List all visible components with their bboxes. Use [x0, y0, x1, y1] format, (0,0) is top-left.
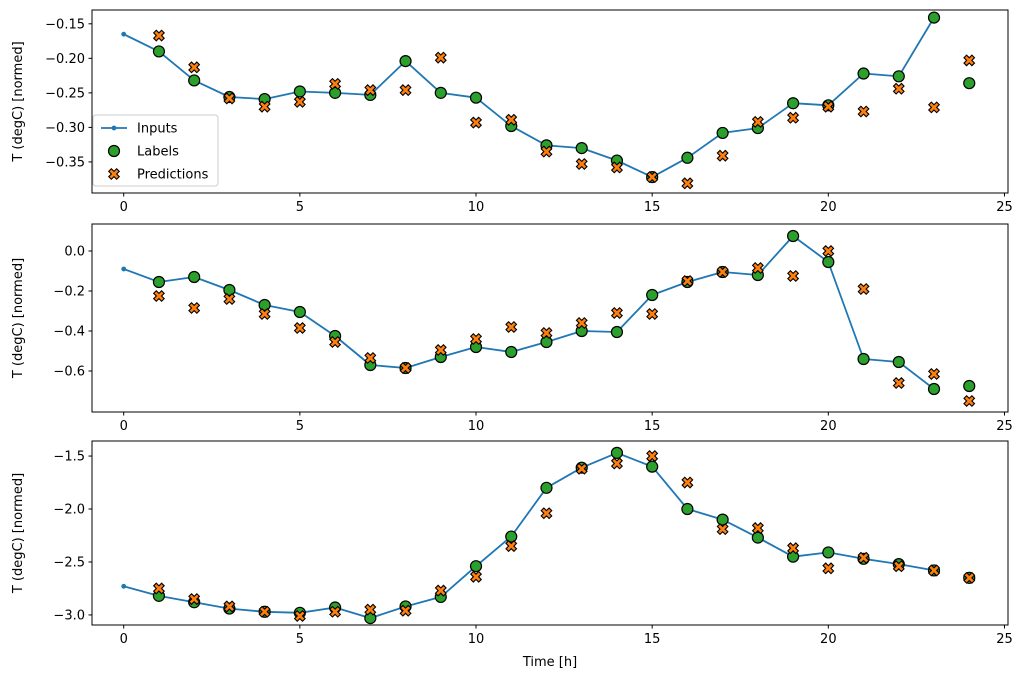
y-tick-label: −0.25	[45, 86, 85, 101]
labels-markers	[152, 11, 976, 184]
x-tick-label: 10	[468, 200, 485, 215]
x-tick-label: 20	[820, 632, 837, 647]
x-tick-label: 5	[296, 632, 304, 647]
axes-spines	[91, 9, 1009, 194]
legend-label-inputs: Inputs	[137, 122, 178, 137]
y-tick-label: −0.2	[53, 285, 85, 300]
y-axis: 0.0 −0.2 −0.4 −0.6	[53, 245, 92, 380]
x-tick-label: 0	[120, 632, 128, 647]
x-tick-label: 10	[468, 419, 485, 434]
inputs-path	[123, 235, 935, 390]
labels-markers	[152, 229, 976, 396]
x-tick-label: 15	[644, 200, 661, 215]
x-tick-label: 25	[996, 632, 1013, 647]
y-tick-label: −1.5	[53, 450, 85, 465]
labels-markers	[152, 446, 976, 625]
y-tick-label: −3.0	[53, 608, 85, 623]
x-tick-label: 5	[296, 200, 304, 215]
y-tick-label: −0.30	[45, 121, 85, 136]
axes-spines	[91, 223, 1009, 413]
legend-marker-labels	[107, 144, 121, 158]
legend-label-predictions: Predictions	[137, 168, 209, 183]
input-dot	[121, 31, 127, 37]
subplot-1: 0 5 10 15 20 25 −0.15 −0.20 −0.25 −0.30 −0.35 T (de…	[11, 9, 1013, 215]
y-axis-label: T (degC) [normed]	[11, 258, 26, 379]
x-tick-label: 25	[996, 200, 1013, 215]
legend-box	[92, 114, 219, 187]
x-tick-label: 0	[120, 419, 128, 434]
inputs-path	[123, 17, 935, 179]
predictions-markers	[152, 449, 976, 623]
legend: Inputs Labels Predictions	[92, 114, 219, 187]
y-axis: −1.5 −2.0 −2.5 −3.0	[53, 450, 92, 623]
y-tick-label: −0.35	[45, 155, 85, 170]
x-tick-label: 20	[820, 419, 837, 434]
x-axis: 0 5 10 15 20 25	[120, 193, 1013, 215]
subplot-2: 0 5 10 15 20 25 0.0 −0.2 −0.4 −0.6 T (degC) [norme…	[11, 223, 1013, 434]
x-axis: 0 5 10 15 20 25	[120, 412, 1013, 434]
y-tick-label: −0.20	[45, 52, 85, 67]
legend-label-labels: Labels	[137, 145, 179, 160]
y-axis: −0.15 −0.20 −0.25 −0.30 −0.35	[45, 17, 92, 170]
inputs-line	[121, 233, 937, 392]
x-tick-label: 5	[296, 419, 304, 434]
y-tick-label: −0.4	[53, 325, 85, 340]
axes-spines	[91, 440, 1009, 626]
y-tick-label: −0.6	[53, 365, 85, 380]
y-axis-label: T (degC) [normed]	[11, 41, 26, 162]
legend-marker-inputs	[101, 125, 127, 131]
input-dot	[121, 583, 127, 589]
predictions-markers	[152, 244, 976, 408]
x-tick-label: 25	[996, 419, 1013, 434]
x-tick-label: 15	[644, 419, 661, 434]
inputs-line	[121, 15, 937, 180]
inputs-line	[121, 450, 937, 621]
y-axis-label: T (degC) [normed]	[11, 473, 26, 594]
y-tick-label: −2.0	[53, 503, 85, 518]
y-tick-label: −0.15	[45, 17, 85, 32]
legend-marker-predictions	[107, 167, 121, 181]
subplot-3: 0 5 10 15 20 25 −1.5 −2.0 −2.5 −3.0 T (degC) [norm…	[11, 440, 1013, 670]
x-tick-label: 15	[644, 632, 661, 647]
x-axis-label: Time [h]	[522, 655, 577, 670]
y-tick-label: 0.0	[64, 245, 85, 260]
input-dot	[121, 266, 127, 272]
y-tick-label: −2.5	[53, 555, 85, 570]
inputs-path	[123, 451, 935, 619]
x-axis: 0 5 10 15 20 25	[120, 625, 1013, 647]
x-tick-label: 10	[468, 632, 485, 647]
x-tick-label: 0	[120, 200, 128, 215]
predictions-markers	[152, 29, 976, 190]
x-tick-label: 20	[820, 200, 837, 215]
